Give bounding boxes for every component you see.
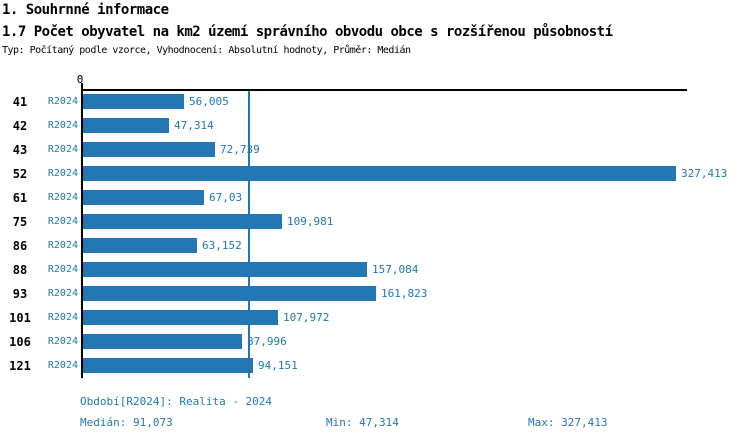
- bar: [83, 358, 253, 373]
- chart-row: 42 R2024 47,314: [0, 114, 750, 138]
- bar: [83, 334, 242, 349]
- bar: [83, 166, 676, 181]
- series-label: R2024: [47, 192, 78, 203]
- value-label: 47,314: [174, 119, 214, 132]
- category-label: 42: [12, 119, 28, 133]
- series-label: R2024: [47, 96, 78, 107]
- chart-row: 41 R2024 56,005: [0, 90, 750, 114]
- value-label: 157,084: [372, 263, 419, 276]
- category-label: 101: [9, 311, 31, 325]
- series-label: R2024: [47, 288, 78, 299]
- median-reference-line: [248, 91, 250, 378]
- category-label: 86: [12, 239, 28, 253]
- stat-max: Max: 327,413: [528, 416, 608, 429]
- chart-row: 61 R2024 67,03: [0, 186, 750, 210]
- bar: [83, 94, 184, 109]
- bar: [83, 118, 169, 133]
- chart-row: 52 R2024 327,413: [0, 162, 750, 186]
- series-label: R2024: [47, 360, 78, 371]
- series-label: R2024: [47, 240, 78, 251]
- value-label: 327,413: [681, 167, 728, 180]
- bar: [83, 142, 215, 157]
- series-label: R2024: [47, 120, 78, 131]
- chart-row: 88 R2024 157,084: [0, 258, 750, 282]
- value-label: 161,823: [381, 287, 428, 300]
- chart-row: 106 R2024 87,996: [0, 330, 750, 354]
- category-label: 121: [9, 359, 31, 373]
- value-label: 63,152: [202, 239, 242, 252]
- series-label: R2024: [47, 168, 78, 179]
- value-label: 94,151: [258, 359, 298, 372]
- chart-row: 101 R2024 107,972: [0, 306, 750, 330]
- chart-subtitle: Typ: Počítaný podle vzorce, Vyhodnocení:…: [2, 45, 411, 56]
- chart-row: 75 R2024 109,981: [0, 210, 750, 234]
- value-label: 56,005: [189, 95, 229, 108]
- stat-median: Medián: 91,073: [80, 416, 173, 429]
- value-label: 67,03: [209, 191, 243, 204]
- bar: [83, 262, 367, 277]
- category-label: 93: [12, 287, 28, 301]
- value-label: 109,981: [287, 215, 334, 228]
- x-axis-line: [81, 89, 687, 91]
- chart-rows: 41 R2024 56,005 42 R2024 47,314 43 R2024 72,739 5…: [0, 90, 750, 378]
- stat-min: Min: 47,314: [326, 416, 399, 429]
- x-axis-origin-tick: 0: [76, 73, 84, 86]
- period-legend: Období[R2024]: Realita - 2024: [80, 395, 273, 408]
- category-label: 88: [12, 263, 28, 277]
- chart-row: 86 R2024 63,152: [0, 234, 750, 258]
- chart-row: 43 R2024 72,739: [0, 138, 750, 162]
- series-label: R2024: [47, 216, 78, 227]
- chart-row: 93 R2024 161,823: [0, 282, 750, 306]
- bar: [83, 190, 204, 205]
- value-label: 72,739: [220, 143, 260, 156]
- category-label: 61: [12, 191, 28, 205]
- chart-title: 1.7 Počet obyvatel na km2 území správníh…: [2, 24, 613, 40]
- category-label: 75: [12, 215, 28, 229]
- bar-chart: 0 41 R2024 56,005 42 R2024 47,314 43 R2024 72,73…: [0, 70, 750, 382]
- y-axis-line: [81, 83, 83, 378]
- category-label: 52: [12, 167, 28, 181]
- series-label: R2024: [47, 144, 78, 155]
- series-label: R2024: [47, 264, 78, 275]
- value-label: 87,996: [247, 335, 287, 348]
- bar: [83, 238, 197, 253]
- bar: [83, 310, 278, 325]
- report-section-title: 1. Souhrnné informace: [2, 2, 169, 18]
- category-label: 43: [12, 143, 28, 157]
- category-label: 41: [12, 95, 28, 109]
- chart-row: 121 R2024 94,151: [0, 354, 750, 378]
- bar: [83, 286, 376, 301]
- category-label: 106: [9, 335, 31, 349]
- value-label: 107,972: [283, 311, 330, 324]
- bar: [83, 214, 282, 229]
- series-label: R2024: [47, 336, 78, 347]
- series-label: R2024: [47, 312, 78, 323]
